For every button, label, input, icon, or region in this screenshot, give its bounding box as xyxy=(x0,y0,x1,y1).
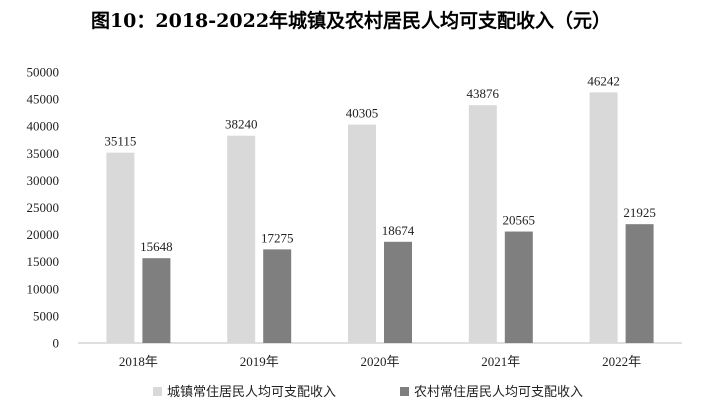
urban-income-bar xyxy=(589,92,618,343)
y-tick-label: 50000 xyxy=(27,65,60,80)
rural-income-bar xyxy=(263,249,292,343)
urban-income-bar xyxy=(468,105,497,343)
rural-income-value-label: 18674 xyxy=(382,223,415,238)
urban-income-value-label: 35115 xyxy=(104,134,136,149)
rural-income-bar xyxy=(384,241,412,343)
bar-series-group xyxy=(106,92,654,343)
rural-income-bar xyxy=(625,224,654,343)
x-tick-label: 2021年 xyxy=(481,354,520,369)
y-tick-label: 45000 xyxy=(27,92,60,107)
x-tick-label: 2020年 xyxy=(360,354,399,369)
chart-legend: 城镇常住居民人均可支配收入 农村常住居民人均可支配收入 xyxy=(153,385,583,400)
urban-income-bar xyxy=(227,135,256,343)
legend-swatch-rural xyxy=(400,387,409,396)
y-tick-label: 25000 xyxy=(27,200,60,215)
rural-income-value-label: 21925 xyxy=(623,205,656,220)
bar-data-labels: 35115 15648 38240 17275 40305 18674 43876 20565… xyxy=(104,73,655,254)
y-tick-label: 5000 xyxy=(33,308,59,323)
rural-income-value-label: 15648 xyxy=(140,239,173,254)
urban-income-value-label: 46242 xyxy=(587,73,620,88)
rural-income-value-label: 17275 xyxy=(261,230,294,245)
urban-income-bar xyxy=(348,124,376,343)
y-tick-label: 40000 xyxy=(27,119,60,134)
legend-swatch-urban xyxy=(153,387,162,396)
y-tick-label: 20000 xyxy=(27,227,60,242)
rural-income-value-label: 20565 xyxy=(503,213,536,228)
y-tick-label: 30000 xyxy=(27,173,60,188)
x-tick-label: 2018年 xyxy=(119,354,158,369)
legend-label-rural: 农村常住居民人均可支配收入 xyxy=(414,385,583,400)
y-axis-tick-labels: 0 5000 10000 15000 20000 25000 30000 35000 40000… xyxy=(27,65,60,351)
urban-income-value-label: 40305 xyxy=(346,106,379,121)
x-axis-tick-labels: 2018年 2019年 2020年 2021年 2022年 xyxy=(119,354,641,369)
x-tick-label: 2019年 xyxy=(240,354,279,369)
y-tick-label: 0 xyxy=(53,336,60,351)
rural-income-bar xyxy=(142,258,171,343)
x-tick-label: 2022年 xyxy=(602,354,641,369)
chart-title: 图10：2018-2022年城镇及农村居民人均可支配收入（元） xyxy=(91,9,611,32)
rural-income-bar xyxy=(504,231,533,343)
y-tick-label: 15000 xyxy=(27,254,60,269)
y-tick-label: 10000 xyxy=(27,281,60,296)
legend-label-urban: 城镇常住居民人均可支配收入 xyxy=(167,385,336,400)
y-tick-label: 35000 xyxy=(27,146,60,161)
urban-income-bar xyxy=(106,152,135,343)
urban-income-value-label: 38240 xyxy=(225,117,258,132)
urban-income-value-label: 43876 xyxy=(467,86,500,101)
